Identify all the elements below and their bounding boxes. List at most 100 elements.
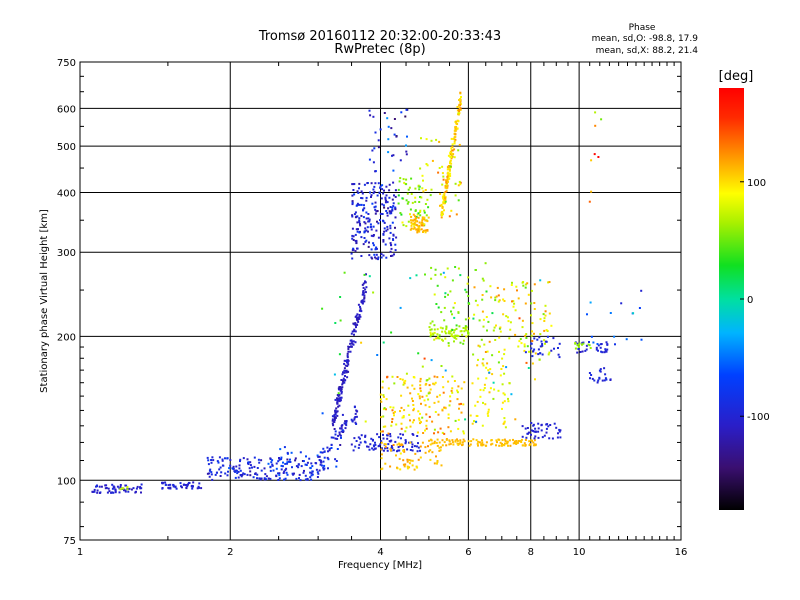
data-point xyxy=(587,343,590,346)
data-point xyxy=(435,337,438,340)
data-point xyxy=(395,423,398,426)
data-point xyxy=(531,362,534,365)
data-point xyxy=(517,297,520,300)
data-point xyxy=(380,457,383,460)
data-point xyxy=(533,437,536,440)
data-point xyxy=(492,329,495,332)
data-point xyxy=(406,192,409,195)
colorbar-tick-label: -100 xyxy=(747,412,770,423)
data-point xyxy=(433,338,436,341)
data-point xyxy=(406,448,409,451)
data-point xyxy=(414,452,417,455)
data-point xyxy=(490,443,493,446)
data-point xyxy=(409,277,412,280)
data-point xyxy=(299,479,302,482)
data-point xyxy=(116,485,119,488)
data-point xyxy=(528,440,531,443)
data-point xyxy=(503,393,506,396)
data-point xyxy=(524,427,527,430)
data-point xyxy=(420,402,422,405)
data-point xyxy=(369,443,372,446)
data-point xyxy=(416,450,419,453)
data-point xyxy=(581,350,584,353)
data-point xyxy=(411,459,414,462)
data-point xyxy=(387,125,390,128)
data-point xyxy=(357,436,360,439)
data-point xyxy=(557,432,559,435)
data-point xyxy=(172,485,175,488)
data-point xyxy=(531,355,534,358)
data-point xyxy=(119,485,122,488)
data-point xyxy=(210,461,213,464)
data-point xyxy=(467,295,470,297)
data-point xyxy=(425,424,428,427)
data-point xyxy=(519,440,522,443)
data-point xyxy=(249,470,252,473)
data-point xyxy=(433,442,436,445)
data-point xyxy=(352,340,355,343)
data-point xyxy=(523,345,526,348)
data-point xyxy=(392,406,395,409)
data-point xyxy=(448,215,451,218)
data-point xyxy=(175,487,178,490)
data-point xyxy=(451,143,454,146)
data-point xyxy=(275,475,278,478)
data-point xyxy=(503,372,506,375)
data-point xyxy=(402,224,405,227)
data-point xyxy=(597,349,599,352)
data-point xyxy=(136,485,139,488)
data-point xyxy=(360,310,363,313)
data-point xyxy=(356,316,359,319)
data-point xyxy=(439,273,442,276)
data-point xyxy=(446,175,449,178)
data-point xyxy=(364,240,367,243)
data-point xyxy=(345,424,348,427)
data-point xyxy=(251,466,253,469)
data-point xyxy=(485,316,488,318)
data-point xyxy=(614,343,616,346)
data-point xyxy=(501,407,503,410)
data-point xyxy=(304,474,307,477)
data-point xyxy=(426,229,429,232)
data-point xyxy=(423,209,426,212)
data-point xyxy=(458,110,461,112)
data-point xyxy=(327,467,329,470)
data-point xyxy=(590,374,593,376)
data-point xyxy=(527,293,530,296)
data-point xyxy=(430,277,433,280)
data-point xyxy=(553,347,555,350)
data-point xyxy=(514,309,517,312)
data-point xyxy=(441,213,443,216)
data-point xyxy=(475,439,478,442)
data-point xyxy=(579,351,582,353)
data-point xyxy=(502,298,505,301)
data-point xyxy=(303,469,305,472)
data-point xyxy=(495,439,498,442)
data-point xyxy=(405,150,408,153)
data-point xyxy=(377,139,380,142)
data-point xyxy=(546,335,549,338)
data-point xyxy=(341,383,344,386)
data-point xyxy=(498,350,500,353)
data-point xyxy=(439,449,442,452)
data-point xyxy=(364,420,367,423)
data-point xyxy=(534,444,537,447)
data-point xyxy=(352,183,355,186)
data-point xyxy=(370,182,373,185)
data-point xyxy=(386,225,389,228)
data-point xyxy=(394,249,397,252)
data-point xyxy=(495,324,497,327)
data-point xyxy=(454,135,457,138)
data-point xyxy=(376,433,379,436)
data-point xyxy=(361,283,364,286)
data-point xyxy=(418,230,421,233)
data-point xyxy=(306,477,309,480)
data-point xyxy=(413,225,416,228)
data-point xyxy=(446,168,449,171)
data-point xyxy=(390,244,393,247)
data-point xyxy=(350,332,353,335)
data-point xyxy=(211,478,214,481)
data-point xyxy=(363,297,366,300)
data-point xyxy=(430,359,433,362)
data-point xyxy=(437,337,440,340)
